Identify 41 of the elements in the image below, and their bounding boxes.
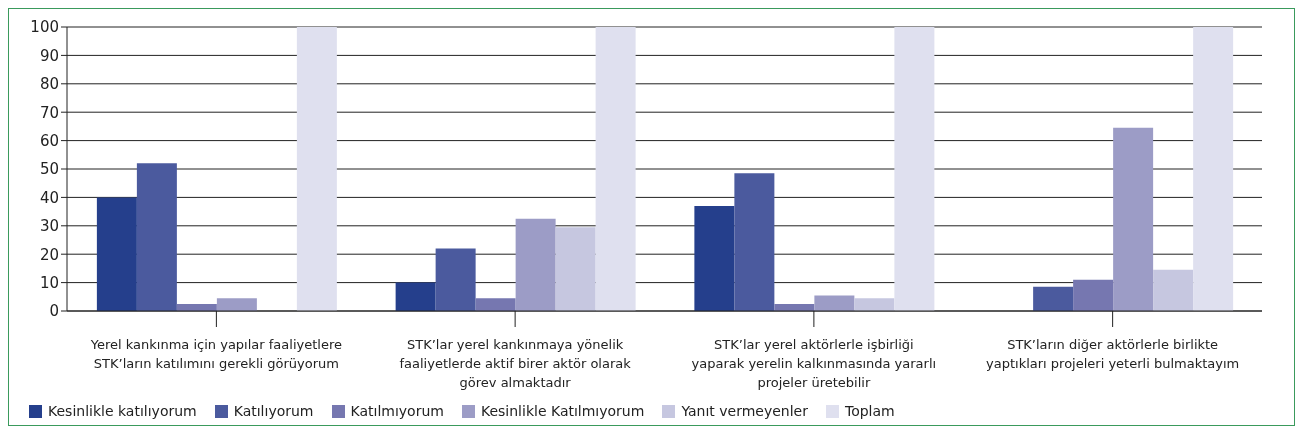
bar: [694, 205, 735, 311]
bar: [136, 163, 177, 311]
legend-label: Katılıyorum: [233, 403, 314, 419]
bar: [894, 27, 935, 311]
y-tick-label: 50: [39, 160, 59, 179]
bar: [475, 298, 516, 311]
y-tick-label: 10: [39, 273, 59, 292]
y-tick-label: 90: [39, 46, 59, 65]
y-tick-label: 60: [39, 131, 59, 150]
y-tick-label: 0: [49, 302, 59, 321]
bar: [216, 298, 257, 311]
bar: [1153, 269, 1194, 311]
bar: [515, 218, 556, 311]
bar: [1193, 27, 1234, 311]
x-tick-label: Yerel kankınma için yapılar faaliyetlere STK’ların katılımını gerekli görüyorum: [89, 337, 342, 371]
y-tick-label: 70: [39, 103, 59, 122]
legend-label: Yanıt vermeyenler: [681, 403, 808, 419]
bar: [96, 197, 137, 311]
bar: [296, 27, 337, 311]
bar: [435, 248, 476, 311]
legend-label: Kesinlikle katılıyorum: [48, 403, 197, 419]
bar: [734, 173, 775, 311]
y-tick-label: 30: [39, 217, 59, 236]
x-tick-label: STK’lar yerel aktörlerle işbirliği yaparak yerelin kalkınmasında yararlı projeler üretebilir: [691, 337, 937, 390]
bar: [555, 227, 596, 311]
legend-label: Kesinlikle Katılmıyorum: [480, 403, 645, 419]
y-tick-label: 20: [39, 245, 59, 264]
bar: [1033, 286, 1074, 311]
legend-label: Toplam: [844, 403, 895, 419]
bar: [814, 295, 855, 311]
y-tick-label: 40: [39, 188, 59, 207]
y-tick-label: 80: [39, 75, 59, 94]
legend-label: Katılmıyorum: [350, 403, 444, 419]
x-tick-label: STK’lar yerel kankınmaya yönelik faaliyetlerde aktif birer aktör olarak görev almaktadır: [399, 337, 632, 390]
bar: [1073, 279, 1114, 311]
x-tick-label: STK’ların diğer aktörlerle birlikte yaptıkları projeleri yeterli bulmaktayım: [986, 337, 1240, 371]
y-tick-label: 100: [30, 18, 59, 37]
bar: [854, 298, 895, 311]
bar: [1113, 127, 1154, 311]
bar: [595, 27, 636, 311]
bar: [395, 282, 436, 311]
